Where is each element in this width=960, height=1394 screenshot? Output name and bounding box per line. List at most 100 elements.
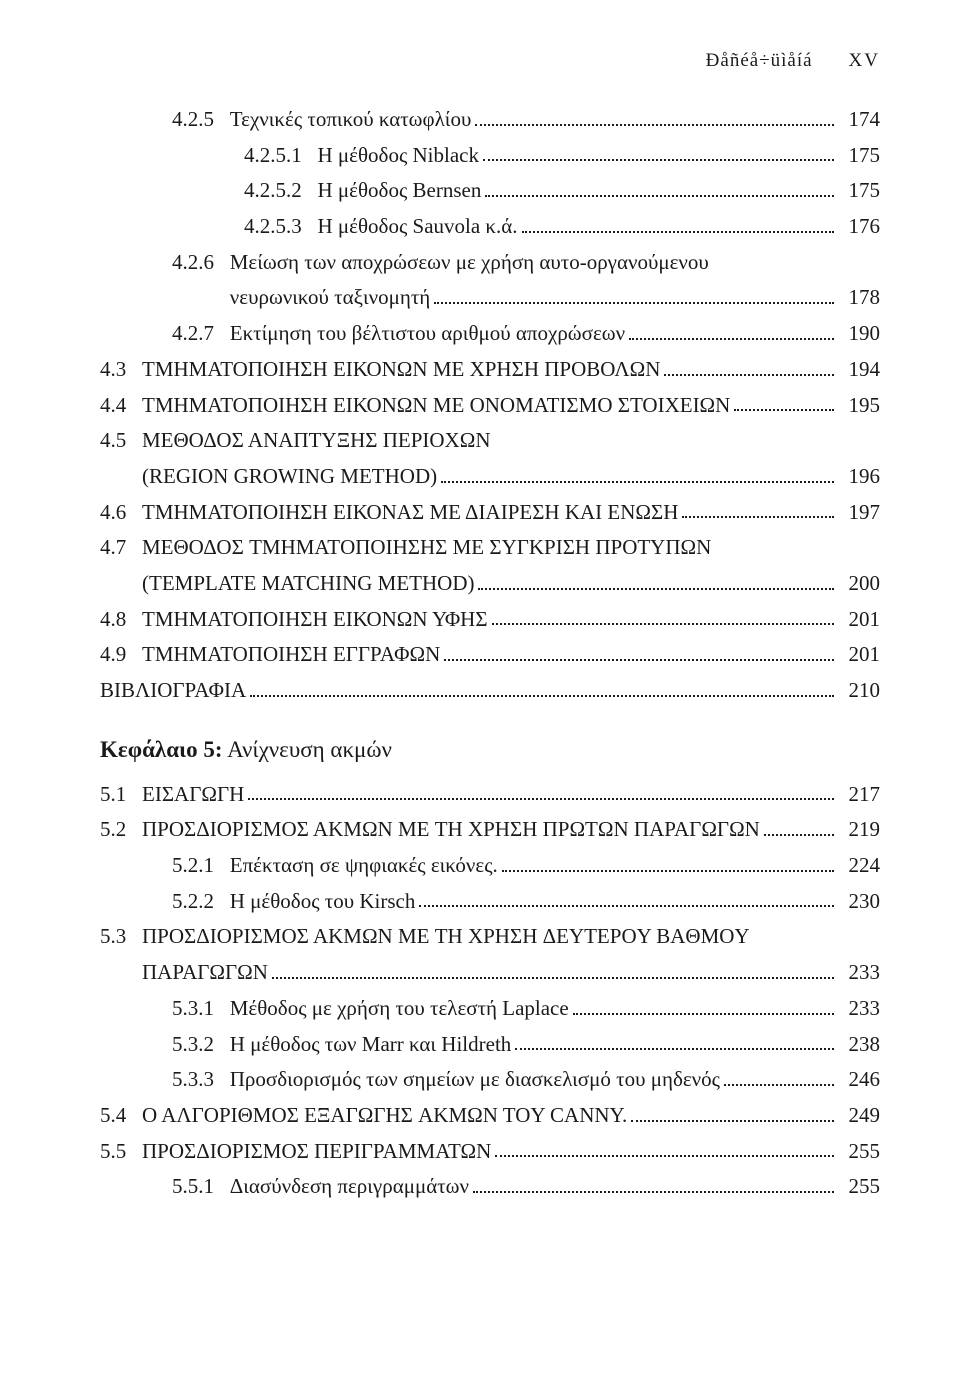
toc-page: 195 — [838, 388, 880, 424]
toc-entry: ΒΙΒΛΙΟΓΡΑΦΙΑ 210 — [100, 673, 880, 709]
toc-title: ΕΙΣΑΓΩΓΗ — [142, 777, 244, 813]
toc-page: 197 — [838, 495, 880, 531]
toc-number: 4.2.6 — [172, 245, 230, 281]
toc-page: 176 — [838, 209, 880, 245]
toc-title: ΠPOΣΔIOPIΣMOΣ ΑΚΜΩΝ ΜΕ TH XPHΣH ΠPΩTΩN Π… — [142, 812, 760, 848]
toc-entry: 5.5 ΠPOΣΔIOPIΣMOΣ ΠΕΡΙΓΡΑΜΜΑΤΩΝ255 — [100, 1134, 880, 1170]
toc-leader-dots — [682, 516, 834, 518]
toc-leader-dots — [434, 302, 834, 304]
toc-block: 5.1 ΕΙΣΑΓΩΓΗ 2175.2 ΠPOΣΔIOPIΣMOΣ ΑΚΜΩΝ Μ… — [100, 777, 880, 1205]
toc-leader-dots — [248, 798, 834, 800]
toc-number: 4.5 — [100, 423, 142, 459]
toc-entry: 5.5.1 Διασύνδεση περιγραμμάτων255 — [100, 1169, 880, 1205]
toc-number: 5.1 — [100, 777, 142, 813]
toc-leader-dots — [419, 905, 834, 907]
toc-page: 255 — [838, 1169, 880, 1205]
toc-entry: (REGION GROWING METHOD) 196 — [100, 459, 880, 495]
toc-number: 4.6 — [100, 495, 142, 531]
toc-page: 190 — [838, 316, 880, 352]
toc-page: 210 — [838, 673, 880, 709]
toc-title: ΒΙΒΛΙΟΓΡΑΦΙΑ — [100, 673, 246, 709]
toc-title: Η μέθοδος Niblack — [318, 138, 480, 174]
toc-number — [100, 955, 142, 991]
toc-number: 4.2.5.2 — [244, 173, 318, 209]
toc-page: 200 — [838, 566, 880, 602]
toc-number: 4.3 — [100, 352, 142, 388]
toc-number: 4.2.5.1 — [244, 138, 318, 174]
toc-page: 217 — [838, 777, 880, 813]
toc-number: 5.2.1 — [172, 848, 230, 884]
toc-title: Η μέθοδος του Kirsch — [230, 884, 416, 920]
toc-title: (REGION GROWING METHOD) — [142, 459, 437, 495]
toc-page: 175 — [838, 138, 880, 174]
toc-leader-dots — [483, 159, 834, 161]
toc-entry: 5.2 ΠPOΣΔIOPIΣMOΣ ΑΚΜΩΝ ΜΕ TH XPHΣH ΠPΩT… — [100, 812, 880, 848]
toc-title: Η μέθοδος Sauvola κ.ά. — [318, 209, 518, 245]
chapter-prefix: Κεφάλαιο 5: — [100, 737, 223, 762]
toc-entry: νευρωνικού ταξινομητή178 — [100, 280, 880, 316]
toc-page: 224 — [838, 848, 880, 884]
toc-title: Μείωση των αποχρώσεων με χρήση αυτο-οργα… — [230, 245, 709, 281]
toc-title: (TEMPLATE MATCHING METHOD) — [142, 566, 474, 602]
toc-entry: 4.7 ΜΕΘΟΔΟΣ TMHMATΟΠΟΙHΣHΣ ΜΕ ΣΥΓΚΡΙΣΗ Π… — [100, 530, 880, 566]
toc-title: TMHΜΑΤΟΠΟΙΗΣΗ ΕΙΚΟΝΩΝ ΥΦHΣ — [142, 602, 488, 638]
toc-leader-dots — [444, 659, 834, 661]
toc-entry: 4.6 TMHΜΑΤΟΠΟΙΗΣΗ ΕΙΚΟΝΑΣ ΜΕ ΔΙΑΙΡΕΣΗ ΚΑ… — [100, 495, 880, 531]
toc-entry: 5.1 ΕΙΣΑΓΩΓΗ 217 — [100, 777, 880, 813]
toc-leader-dots — [473, 1191, 834, 1193]
toc-number: 5.3.2 — [172, 1027, 230, 1063]
toc-page: 201 — [838, 637, 880, 673]
chapter-title: Ανίχνευση ακμών — [223, 737, 392, 762]
toc-page: 194 — [838, 352, 880, 388]
toc-leader-dots — [492, 623, 834, 625]
running-head-left: Ðåñéå÷üìåíá — [706, 50, 813, 72]
toc-entry: 4.8 TMHΜΑΤΟΠΟΙΗΣΗ ΕΙΚΟΝΩΝ ΥΦHΣ201 — [100, 602, 880, 638]
toc-page: 174 — [838, 102, 880, 138]
toc-number: 5.3 — [100, 919, 142, 955]
toc-number: 5.5 — [100, 1134, 142, 1170]
toc-number — [100, 459, 142, 495]
toc-leader-dots — [522, 231, 834, 233]
toc-title: TMHΜΑΤΟΠΟΙΗΣΗ ΕΙΚΟΝΑΣ ΜΕ ΔΙΑΙΡΕΣΗ ΚΑΙ ΕΝ… — [142, 495, 678, 531]
toc-leader-dots — [272, 977, 834, 979]
toc-title: νευρωνικού ταξινομητή — [230, 280, 431, 316]
toc-block: 4.2.5 Τεχνικές τοπικού κατωφλίου1744.2.5… — [100, 102, 880, 709]
running-head: Ðåñéå÷üìåíá XV — [100, 50, 880, 72]
toc-leader-dots — [250, 695, 834, 697]
toc-number: 4.2.7 — [172, 316, 230, 352]
toc-title: ΜΕΘΟΔΟΣ TMHMATΟΠΟΙHΣHΣ ΜΕ ΣΥΓΚΡΙΣΗ ΠΡΟΤΥ… — [142, 530, 711, 566]
toc-page: 196 — [838, 459, 880, 495]
chapter-heading: Κεφάλαιο 5: Ανίχνευση ακμών — [100, 737, 880, 763]
toc-entry: ΠΑΡΑΓΩΓΩΝ233 — [100, 955, 880, 991]
toc-entry: 4.2.5 Τεχνικές τοπικού κατωφλίου 174 — [100, 102, 880, 138]
toc-title: ΜΕΘΟΔΟΣ ΑΝΑΠΤΥΞΗΣ ΠΕΡΙΟΧΩΝ — [142, 423, 490, 459]
running-head-page: XV — [849, 50, 880, 72]
toc-entry: 4.2.5.3 Η μέθοδος Sauvola κ.ά.176 — [100, 209, 880, 245]
toc-title: Η μέθοδος Bernsen — [318, 173, 482, 209]
toc-entry: 5.4 Ο ΑΛΓΟΡΙΘΜΟΣ ΕΞΑΓΩΓΗΣ AKMΩN TOY CANN… — [100, 1098, 880, 1134]
toc-title: Εκτίμηση του βέλτιστου αριθμού αποχρώσεω… — [230, 316, 625, 352]
toc-title: Διασύνδεση περιγραμμάτων — [230, 1169, 469, 1205]
toc-number: 4.2.5 — [172, 102, 230, 138]
toc-title: Επέκταση σε ψηφιακές εικόνες. — [230, 848, 498, 884]
toc-entry: 4.2.5.1 Η μέθοδος Niblack 175 — [100, 138, 880, 174]
toc-entry: 4.4 TMHΜΑΤΟΠΟΙΗΣΗ ΕΙΚΟΝΩΝ ΜΕ ΟΝΟΜΑΤΙΣΜΟ … — [100, 388, 880, 424]
toc-entry: 4.2.6 Μείωση των αποχρώσεων με χρήση αυτ… — [100, 245, 880, 281]
toc-entry: 4.9 TMHΜΑΤΟΠΟΙΗΣΗ ΕΓΓΡΑΦΩΝ201 — [100, 637, 880, 673]
toc-title: Τεχνικές τοπικού κατωφλίου — [230, 102, 472, 138]
toc-leader-dots — [478, 588, 834, 590]
toc-number: 5.3.1 — [172, 991, 230, 1027]
toc-entry: 5.2.1 Επέκταση σε ψηφιακές εικόνες. 224 — [100, 848, 880, 884]
toc-page: 246 — [838, 1062, 880, 1098]
toc-title: TMHΜΑΤΟΠΟΙΗΣΗ ΕΓΓΡΑΦΩΝ — [142, 637, 440, 673]
toc-page: 249 — [838, 1098, 880, 1134]
toc-title: Μέθοδος με χρήση του τελεστή Laplace — [230, 991, 569, 1027]
toc-leader-dots — [724, 1084, 834, 1086]
toc-leader-dots — [631, 1120, 834, 1122]
toc-entry: 5.3.3 Προσδιορισμός των σημείων με διασκ… — [100, 1062, 880, 1098]
toc-leader-dots — [495, 1155, 834, 1157]
toc-number: 4.4 — [100, 388, 142, 424]
toc-page: 238 — [838, 1027, 880, 1063]
toc-page: 233 — [838, 955, 880, 991]
toc-entry: 4.2.7 Εκτίμηση του βέλτιστου αριθμού απο… — [100, 316, 880, 352]
